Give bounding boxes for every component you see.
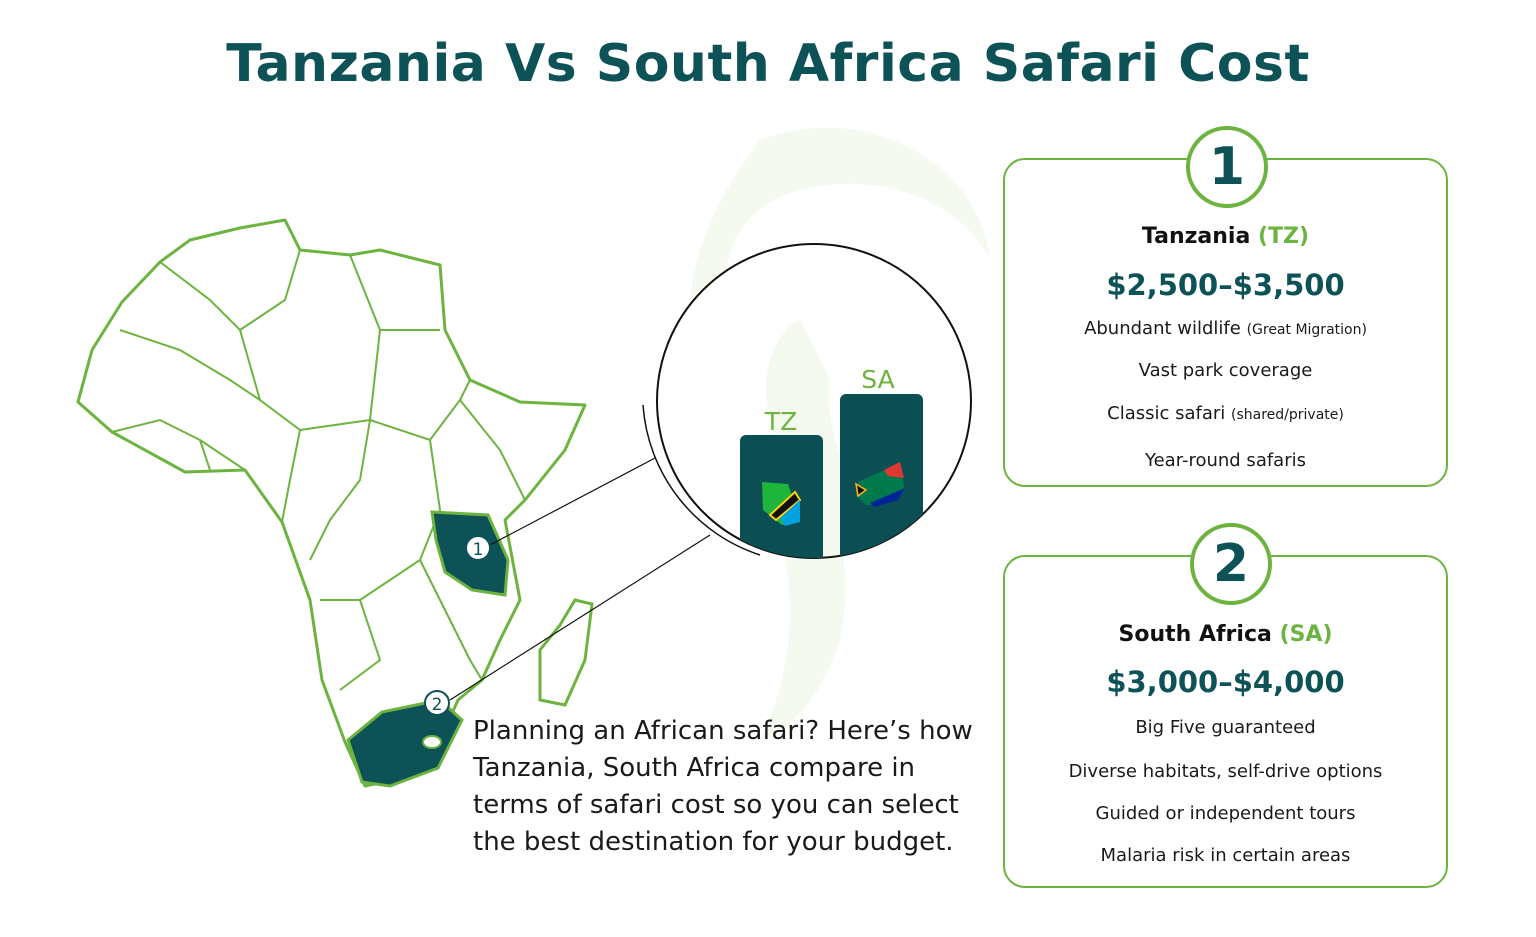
feature-item: Diverse habitats, self-drive options	[1068, 761, 1383, 782]
feature-item: Guided or independent tours	[1095, 803, 1356, 824]
card-number-badge: 1	[1186, 126, 1268, 208]
tanzania-flag-map-icon	[762, 482, 802, 526]
feature-item: Vast park coverage	[1138, 360, 1313, 381]
svg-text:1: 1	[473, 540, 484, 560]
card-number-badge: 2	[1190, 523, 1272, 605]
svg-text:2: 2	[432, 695, 443, 715]
tanzania-card: 1 Tanzania (TZ) $2,500–$3,500 Abundant w…	[1003, 126, 1448, 487]
bar-label-sa: SA	[861, 365, 894, 394]
feature-item: Classic safari (shared/private)	[1107, 403, 1344, 424]
feature-item: Malaria risk in certain areas	[1100, 845, 1351, 866]
map-marker-2[interactable]: 2	[424, 690, 450, 716]
south-africa-card: 2 South Africa (SA) $3,000–$4,000 Big Fi…	[1003, 523, 1448, 888]
bar-label-tz: TZ	[764, 407, 797, 436]
south-africa-highlight	[346, 698, 464, 788]
country-borders	[111, 249, 526, 691]
price-range: $3,000–$4,000	[1106, 665, 1345, 699]
madagascar	[538, 598, 594, 707]
price-range: $2,500–$3,500	[1106, 268, 1345, 302]
page-title: Tanzania Vs South Africa Safari Cost	[226, 34, 1310, 94]
feature-item: Year-round safaris	[1145, 450, 1306, 471]
feature-item: Big Five guaranteed	[1135, 717, 1316, 738]
south-africa-flag-map-icon	[854, 462, 905, 507]
country-name: South Africa (SA)	[1118, 622, 1333, 647]
map-marker-1[interactable]: 1	[465, 535, 491, 561]
intro-text: Planning an African safari? Here’s how T…	[473, 716, 973, 857]
africa-outline	[76, 218, 587, 788]
country-name: Tanzania (TZ)	[1141, 224, 1310, 249]
feature-item: Abundant wildlife (Great Migration)	[1084, 318, 1367, 339]
